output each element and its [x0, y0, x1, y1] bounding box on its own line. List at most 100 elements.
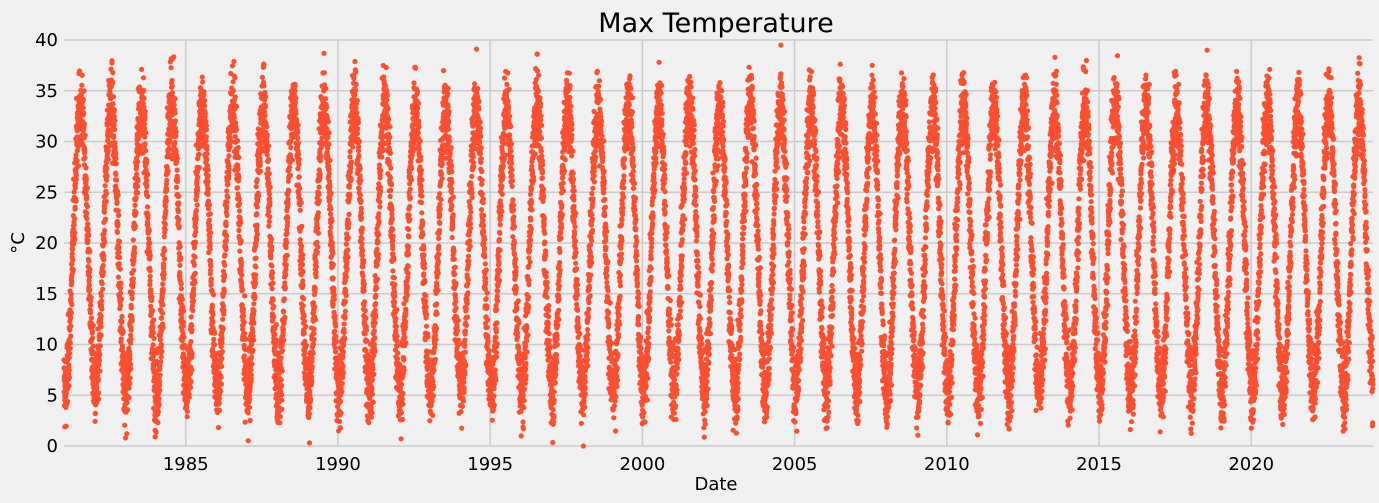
data-point: [117, 285, 124, 291]
data-point: [353, 87, 359, 94]
data-point: [223, 246, 229, 252]
data-point: [287, 164, 293, 170]
data-point: [270, 297, 276, 303]
data-point: [423, 323, 430, 329]
data-point: [253, 280, 259, 286]
data-point: [72, 237, 78, 243]
data-point: [66, 374, 72, 380]
data-point: [373, 292, 379, 298]
data-point: [303, 342, 309, 349]
data-point: [347, 148, 353, 155]
data-point: [328, 224, 334, 230]
data-point: [96, 358, 102, 364]
data-point: [423, 293, 429, 299]
data-point: [468, 209, 474, 215]
data-point: [452, 271, 458, 277]
data-point: [117, 254, 123, 261]
data-point: [326, 166, 332, 172]
data-point: [72, 185, 78, 191]
data-point: [267, 184, 273, 190]
data-point: [92, 410, 98, 416]
data-point: [235, 185, 241, 191]
data-point: [439, 175, 445, 182]
data-point: [359, 225, 365, 231]
data-point: [208, 230, 214, 236]
data-point: [406, 234, 412, 240]
data-point: [312, 317, 319, 323]
data-point: [476, 98, 482, 105]
data-point: [253, 236, 260, 242]
data-point: [435, 287, 441, 293]
data-point: [221, 288, 227, 294]
data-point: [346, 182, 352, 188]
data-point: [262, 112, 268, 119]
data-point: [343, 293, 349, 299]
data-point: [301, 330, 307, 336]
data-point: [369, 410, 375, 416]
data-point: [464, 314, 471, 320]
data-point: [209, 302, 215, 308]
data-point: [373, 314, 379, 320]
data-point: [164, 177, 170, 183]
data-point: [184, 414, 190, 420]
data-point: [280, 327, 286, 333]
data-point: [410, 148, 416, 154]
data-point: [251, 337, 257, 343]
data-point: [405, 243, 412, 249]
data-point: [112, 140, 118, 146]
data-point: [340, 355, 346, 361]
data-point: [469, 173, 475, 179]
data-point: [264, 124, 270, 130]
data-point: [178, 255, 184, 261]
data-point: [219, 356, 225, 362]
data-point: [229, 63, 236, 69]
data-point: [333, 323, 339, 329]
data-point: [160, 281, 166, 287]
data-point: [236, 154, 242, 161]
data-point: [70, 267, 76, 273]
data-point: [377, 199, 383, 205]
data-point: [419, 200, 425, 206]
data-point: [66, 362, 72, 368]
data-point: [416, 120, 422, 126]
data-point: [247, 396, 253, 402]
data-point: [264, 132, 270, 138]
data-point: [375, 239, 381, 245]
data-point: [358, 205, 364, 211]
data-point: [189, 350, 195, 357]
data-point: [117, 302, 124, 309]
data-point: [309, 379, 315, 385]
data-point: [69, 301, 75, 308]
data-point: [455, 342, 461, 348]
data-point: [180, 319, 186, 325]
data-point: [406, 212, 412, 218]
data-point: [205, 167, 211, 173]
data-point: [363, 315, 369, 321]
data-point: [167, 138, 173, 144]
data-point: [128, 336, 134, 342]
data-point: [387, 150, 393, 156]
data-point: [316, 198, 322, 204]
data-point: [127, 356, 133, 362]
data-point: [84, 195, 90, 201]
data-point: [301, 313, 307, 319]
data-point: [251, 301, 257, 307]
data-point: [399, 416, 406, 422]
data-point: [297, 207, 303, 213]
data-point: [169, 90, 176, 96]
data-point: [296, 152, 302, 158]
data-point: [314, 239, 320, 245]
data-point: [146, 228, 152, 234]
data-point: [157, 379, 163, 385]
data-point: [189, 367, 195, 373]
data-point: [278, 355, 284, 361]
data-point: [204, 156, 210, 163]
data-point: [128, 332, 134, 338]
data-point: [87, 302, 94, 308]
data-point: [220, 316, 226, 322]
data-point: [285, 215, 291, 221]
data-point: [371, 328, 377, 334]
data-point: [126, 394, 132, 401]
data-point: [254, 222, 260, 228]
data-point: [373, 300, 379, 307]
